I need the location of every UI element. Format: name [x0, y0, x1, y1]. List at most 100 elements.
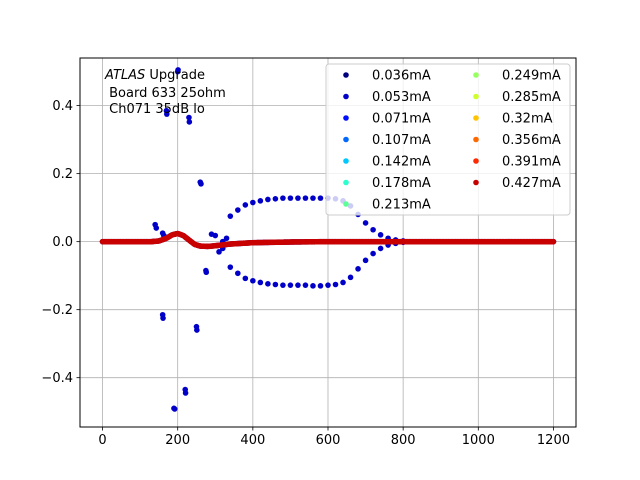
envelope-point: [370, 250, 376, 257]
legend-label: 0.427mA: [502, 176, 561, 191]
legend-marker: [343, 158, 349, 164]
envelope-point: [317, 283, 324, 289]
x-tick-label: 800: [391, 433, 416, 448]
y-tick-label: 0.4: [52, 99, 73, 114]
envelope-point: [347, 274, 354, 281]
legend-label: 0.053mA: [372, 90, 431, 105]
annotation-line-1: ATLAS Upgrade: [104, 68, 205, 83]
axis-ticks: 0 200 400 600 800 1000 1200 −0.4 −0.2 0.0 0.2 0.4: [41, 99, 570, 448]
outlier-point: [160, 315, 166, 321]
outlier-point: [182, 390, 189, 396]
envelope-point: [265, 196, 271, 203]
legend-label: 0.142mA: [372, 155, 431, 170]
y-tick-label: 0.2: [52, 167, 73, 182]
envelope-point: [242, 202, 249, 208]
legend-label: 0.178mA: [372, 176, 431, 191]
envelope-point: [302, 282, 309, 288]
trace-point-red: [550, 238, 557, 245]
outlier-point: [175, 67, 181, 73]
y-tick-label: −0.2: [41, 303, 73, 318]
legend-marker: [343, 72, 349, 78]
envelope-point: [310, 283, 316, 289]
legend-label: 0.249mA: [502, 69, 561, 84]
legend-marker: [473, 115, 479, 121]
envelope-point: [325, 282, 331, 288]
legend-marker: [473, 158, 479, 164]
annotation-upgrade: Upgrade: [145, 68, 205, 83]
legend-label: 0.32mA: [502, 112, 553, 127]
envelope-point: [332, 281, 339, 288]
legend-label: 0.213mA: [372, 198, 431, 213]
legend-label: 0.036mA: [372, 69, 431, 84]
legend-label: 0.107mA: [372, 133, 431, 148]
outlier-point: [198, 181, 204, 187]
annotation: ATLAS Upgrade Board 633 25ohm Ch071 35dB…: [104, 68, 226, 117]
outlier-point: [194, 327, 200, 333]
envelope-point: [362, 257, 369, 264]
outlier-point: [186, 119, 193, 125]
envelope-point: [377, 245, 384, 252]
legend: 0.036mA 0.053mA 0.071mA 0.107mA 0.142mA 0.178…: [325, 63, 571, 216]
annotation-atlas: ATLAS: [104, 68, 145, 83]
x-tick-label: 0: [98, 433, 106, 448]
x-tick-label: 400: [240, 433, 265, 448]
legend-marker: [473, 136, 479, 143]
outlier-point: [216, 249, 222, 255]
legend-label: 0.391mA: [502, 155, 561, 170]
legend-label: 0.285mA: [502, 90, 561, 105]
legend-marker: [343, 136, 349, 143]
legend-marker: [473, 72, 479, 78]
envelope-point: [377, 232, 384, 238]
envelope-point: [302, 195, 309, 201]
envelope-point: [310, 195, 316, 201]
envelope-point: [235, 207, 241, 213]
legend-marker: [343, 179, 349, 186]
envelope-point: [317, 195, 324, 201]
envelope-point: [227, 213, 234, 219]
legend-label: 0.071mA: [372, 112, 431, 127]
outlier-point: [212, 232, 219, 239]
outlier-point: [186, 114, 192, 121]
legend-marker: [473, 179, 479, 186]
envelope-point: [250, 199, 256, 206]
legend-marker: [473, 93, 479, 100]
envelope-point: [295, 282, 301, 288]
data-points: [99, 67, 557, 412]
envelope-point: [295, 195, 301, 201]
envelope-point: [370, 226, 376, 233]
x-tick-label: 1200: [537, 433, 570, 448]
x-tick-label: 200: [165, 433, 190, 448]
envelope-point: [257, 198, 264, 204]
legend-marker: [343, 201, 349, 207]
y-tick-label: −0.4: [41, 371, 73, 386]
envelope-point: [250, 277, 256, 284]
envelope-point: [287, 282, 294, 288]
envelope-point: [272, 281, 279, 288]
x-tick-label: 600: [316, 433, 341, 448]
legend-marker: [343, 115, 349, 121]
outlier-point: [153, 225, 160, 231]
annotation-line-3: Ch071 35dB lo: [105, 102, 205, 117]
legend-box: [325, 63, 571, 216]
envelope-point: [280, 195, 286, 201]
y-tick-label: 0.0: [52, 235, 73, 250]
legend-marker: [343, 93, 349, 100]
envelope-point: [265, 281, 271, 287]
outlier-point: [203, 269, 210, 276]
envelope-point: [287, 195, 294, 201]
envelope-point: [235, 270, 241, 277]
outlier-point: [171, 406, 178, 412]
annotation-line-2: Board 633 25ohm: [105, 86, 226, 101]
envelope-point: [227, 264, 234, 270]
envelope-point: [242, 275, 249, 282]
outlier-point: [164, 111, 170, 117]
envelope-point: [257, 279, 264, 286]
envelope-point: [272, 195, 279, 202]
x-tick-label: 1000: [462, 433, 495, 448]
envelope-point: [340, 279, 346, 286]
envelope-point: [362, 220, 369, 226]
legend-label: 0.356mA: [502, 133, 561, 148]
envelope-point: [355, 266, 361, 272]
outlier-point: [223, 235, 230, 242]
